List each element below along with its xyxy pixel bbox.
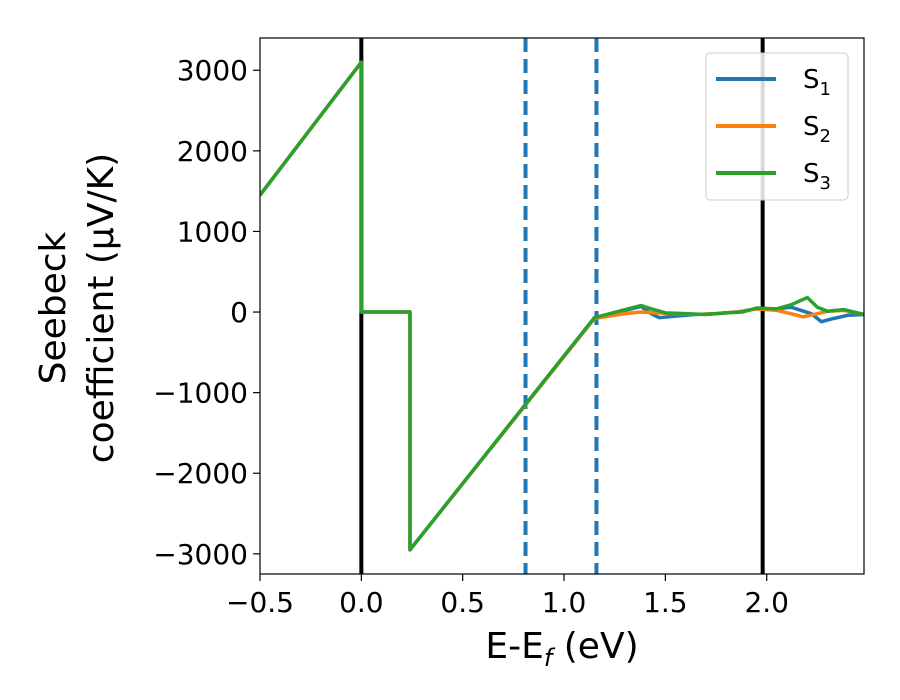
- x-tick-label: 1.0: [542, 586, 587, 619]
- y-tick-label: 0: [230, 296, 248, 329]
- x-tick-label: −0.5: [226, 586, 294, 619]
- y-axis-label-line1: Seebeck: [33, 231, 74, 384]
- y-axis-label-line2: coefficient (μV/K): [81, 153, 122, 463]
- x-tick-label: 0.5: [440, 586, 485, 619]
- y-tick-label: −2000: [153, 457, 248, 490]
- legend-label-s2: S2: [803, 112, 831, 147]
- legend-label-s1: S1: [803, 65, 831, 100]
- legend: S1 S2 S3: [705, 52, 849, 201]
- y-tick-label: 3000: [177, 54, 248, 87]
- y-tick-label: −1000: [153, 377, 248, 410]
- x-tick-label: 2.0: [744, 586, 789, 619]
- y-tick-label: 2000: [177, 135, 248, 168]
- x-axis-ticks: −0.5 0.0 0.5 1.0 1.5 2.0: [226, 574, 789, 619]
- legend-frame: [705, 52, 849, 201]
- y-axis-ticks: −3000 −2000 −1000 0 1000 2000 3000: [153, 54, 260, 571]
- plot-frame: [259, 37, 865, 575]
- x-tick-label: 0.0: [339, 586, 384, 619]
- series-line-s3: [260, 60, 864, 552]
- y-tick-label: 1000: [177, 215, 248, 248]
- y-tick-label: −3000: [153, 538, 248, 571]
- y-axis-label: Seebeck coefficient (μV/K): [33, 153, 122, 463]
- series-lines: [260, 60, 864, 552]
- legend-label-s3: S3: [803, 159, 831, 194]
- x-tick-label: 1.5: [643, 586, 688, 619]
- x-axis-label: E-Ef (eV): [485, 626, 638, 672]
